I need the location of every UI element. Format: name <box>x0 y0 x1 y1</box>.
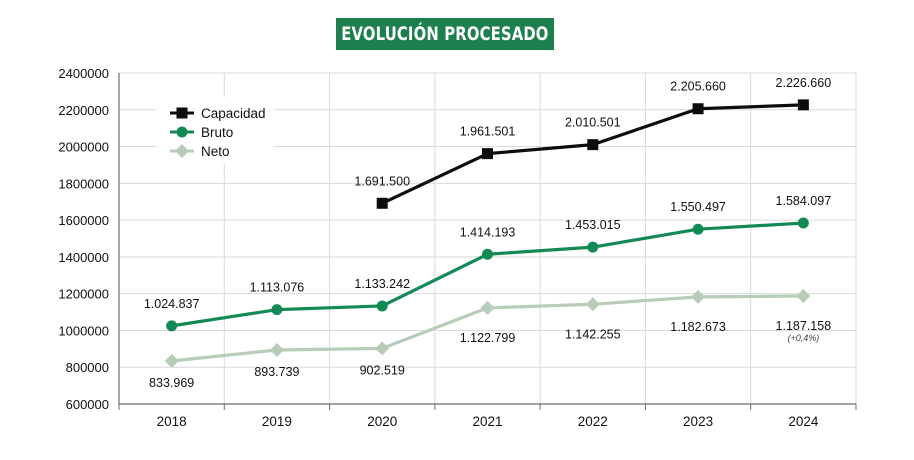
legend-marker-neto <box>175 144 189 158</box>
legend-label-neto: Neto <box>201 144 230 159</box>
y-tick-label: 600000 <box>66 397 109 412</box>
data-label-bruto: 1.133.242 <box>354 277 410 291</box>
y-tick-label: 2400000 <box>58 66 109 81</box>
data-point-neto <box>269 342 284 357</box>
data-point-bruto <box>271 304 283 316</box>
data-label-neto: 1.187.158 <box>776 319 832 333</box>
data-label-neto: 1.142.255 <box>565 327 621 341</box>
data-label-bruto: 1.414.193 <box>460 225 516 239</box>
data-point-neto <box>585 297 600 312</box>
y-tick-label: 2200000 <box>58 103 109 118</box>
annotation-text: (+0,4%) <box>787 333 819 343</box>
y-tick-label: 1000000 <box>58 323 109 338</box>
legend-marker-capacidad <box>176 107 188 119</box>
x-tick-label: 2023 <box>683 414 713 429</box>
y-tick-label: 1200000 <box>58 287 109 302</box>
data-label-neto: 902.519 <box>360 363 405 377</box>
legend-marker-bruto <box>176 126 188 138</box>
data-point-neto <box>796 289 811 304</box>
y-tick-label: 1600000 <box>58 213 109 228</box>
y-tick-label: 2000000 <box>58 140 109 155</box>
x-tick-label: 2019 <box>262 414 292 429</box>
data-label-bruto: 1.550.497 <box>670 200 726 214</box>
data-label-neto: 893.739 <box>254 365 299 379</box>
data-label-neto: 1.182.673 <box>670 320 726 334</box>
data-label-bruto: 1.453.015 <box>565 218 621 232</box>
x-tick-label: 2021 <box>472 414 502 429</box>
data-point-bruto <box>482 248 493 260</box>
data-point-bruto <box>376 300 388 312</box>
data-label-capacidad: 2.205.660 <box>670 80 726 94</box>
x-tick-label: 2020 <box>367 414 397 429</box>
y-tick-label: 800000 <box>66 360 109 375</box>
data-point-neto <box>164 353 179 368</box>
data-label-bruto: 1.584.097 <box>776 194 832 208</box>
y-tick-label: 1800000 <box>58 176 109 191</box>
data-point-bruto <box>587 241 599 253</box>
data-point-bruto <box>692 223 704 235</box>
data-label-bruto: 1.113.076 <box>250 281 305 295</box>
data-point-bruto <box>797 217 809 229</box>
data-point-capacidad <box>587 139 599 151</box>
data-point-capacidad <box>376 197 388 209</box>
x-tick-label: 2018 <box>157 414 187 429</box>
data-point-neto <box>691 289 706 304</box>
data-point-capacidad <box>692 103 704 115</box>
data-point-capacidad <box>482 148 493 160</box>
x-tick-label: 2022 <box>578 414 608 429</box>
data-label-neto: 833.969 <box>149 376 194 390</box>
chart-title-banner: EVOLUCIÓN PROCESADO <box>336 18 554 50</box>
x-tick-label: 2024 <box>788 414 819 429</box>
data-label-capacidad: 1.691.500 <box>354 174 410 188</box>
legend-label-bruto: Bruto <box>201 125 233 140</box>
data-point-bruto <box>166 320 178 332</box>
data-label-capacidad: 1.961.501 <box>460 125 516 139</box>
y-tick-label: 1400000 <box>58 250 109 265</box>
data-point-capacidad <box>797 99 809 111</box>
chart-title: EVOLUCIÓN PROCESADO <box>341 23 549 45</box>
data-label-capacidad: 2.010.501 <box>565 116 621 130</box>
data-point-neto <box>480 300 495 315</box>
data-label-bruto: 1.024.837 <box>144 297 200 311</box>
data-label-capacidad: 2.226.660 <box>776 76 832 90</box>
legend-label-capacidad: Capacidad <box>201 106 266 121</box>
data-label-neto: 1.122.799 <box>460 331 516 345</box>
data-point-neto <box>375 341 390 356</box>
